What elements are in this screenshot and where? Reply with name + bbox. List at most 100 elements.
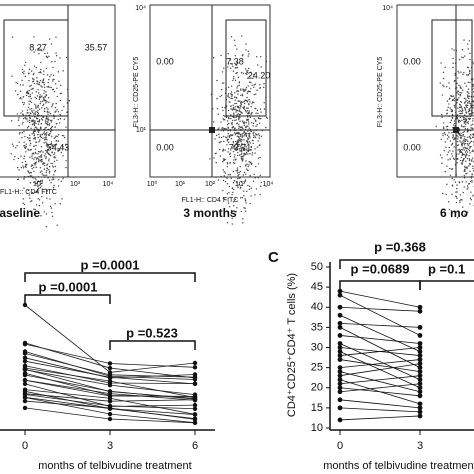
event-dot [469,69,471,72]
event-dot [467,148,470,151]
event-dot [472,83,474,86]
event-dot [260,55,262,58]
event-dot [237,186,239,188]
event-dot [40,122,43,125]
event-dot [39,167,42,169]
event-dot [228,118,230,120]
event-dot [21,123,24,125]
event-dot [463,117,465,119]
event-dot [471,175,473,178]
event-dot [46,86,48,88]
event-dot [230,93,233,96]
data-point [417,308,423,314]
event-dot [42,80,44,82]
event-dot [23,187,25,189]
event-dot [226,162,229,164]
event-dot [446,183,448,186]
gate-node [453,127,459,133]
event-dot [237,132,239,134]
event-dot [456,191,458,193]
event-dot [464,160,467,162]
event-dot [246,140,248,143]
event-dot [28,172,31,174]
event-dot [449,140,452,142]
event-dot [253,173,255,175]
event-dot [243,190,245,192]
event-dot [263,102,265,104]
event-dot [457,70,459,72]
event-dot [51,119,53,121]
event-dot [226,183,229,185]
event-dot [458,148,460,151]
event-dot [14,155,16,158]
subject-dot [107,396,113,401]
event-dot [225,116,228,119]
event-dot [55,135,57,137]
event-dot [33,113,35,115]
event-dot [50,126,53,129]
event-dot [44,134,46,136]
event-dot [247,165,249,168]
event-dot [461,199,463,201]
event-dot [246,116,249,118]
event-dot [232,65,234,68]
event-dot [451,131,453,134]
event-dot [38,141,40,143]
event-dot [470,106,472,109]
event-dot [37,81,39,83]
subject-dot [22,371,28,376]
event-dot [249,142,252,144]
event-dot [248,185,251,188]
event-dot [51,215,54,218]
event-dot [457,149,459,151]
event-dot [441,116,443,118]
event-dot [248,164,250,166]
event-dot [466,66,469,69]
event-dot [54,165,57,168]
event-dot [457,210,459,213]
event-dot [53,178,55,181]
event-dot [464,118,466,121]
event-dot [447,159,449,161]
event-dot [37,89,39,91]
event-dot [236,148,238,151]
event-dot [257,112,259,115]
event-dot [462,131,464,134]
event-dot [222,161,224,163]
event-dot [236,181,238,183]
event-dot [19,96,22,99]
event-dot [54,111,56,113]
event-dot [465,154,467,157]
event-dot [11,36,14,38]
event-dot [257,157,260,159]
event-dot [236,48,238,50]
event-dot [242,101,244,104]
event-dot [46,150,49,152]
event-dot [49,146,51,148]
event-dot [239,104,241,107]
event-dot [42,174,45,176]
event-dot [250,161,252,163]
event-dot [226,120,229,122]
event-dot [460,198,462,201]
event-dot [241,133,243,135]
event-dot [247,169,249,171]
event-dot [461,142,464,145]
event-dot [33,65,36,67]
p-value: p =0.0689 [351,261,410,276]
event-dot [213,121,215,123]
event-dot [241,197,244,199]
event-dot [229,155,232,158]
event-dot [245,145,247,147]
event-dot [454,137,456,139]
data-point [417,381,423,387]
event-dot [18,124,20,127]
event-dot [443,127,445,130]
event-dot [233,145,236,147]
event-dot [56,87,58,90]
event-dot [219,141,221,144]
event-dot [248,99,250,101]
event-dot [48,111,50,113]
event-dot [24,146,26,149]
event-dot [231,123,233,126]
